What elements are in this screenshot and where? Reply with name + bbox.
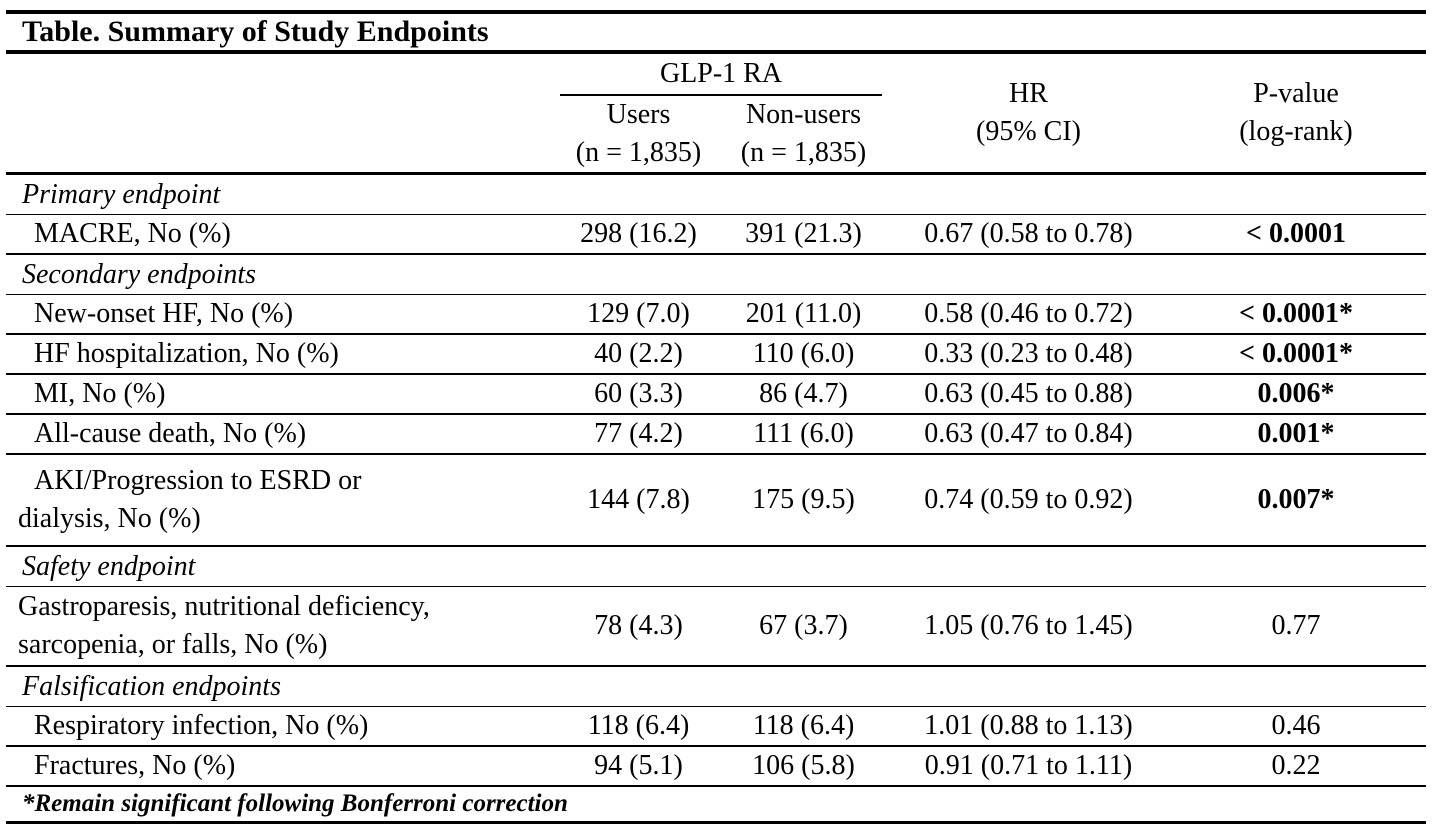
endpoint-label-line2: sarcopenia, or falls, No (%) [18,629,328,660]
endpoint-label: All-cause death, No (%) [34,418,307,449]
endpoint-label: Fractures, No (%) [34,750,236,781]
endpoint-label: MACRE, No (%) [34,218,231,249]
hr-value: 1.01 (0.88 to 1.13) [924,710,1133,741]
endpoint-label-line1: AKI/Progression to ESRD or [34,465,362,496]
endpoint-label: New-onset HF, No (%) [34,298,294,329]
nonusers-value: 67 (3.7) [759,610,848,641]
nonusers-label: Non-users [745,99,862,130]
title-bottom-double-rule [6,50,1426,54]
pvalue-value: 0.22 [1271,750,1321,781]
section-label: Safety endpoint [22,550,196,582]
pvalue-value: 0.007* [1257,484,1335,515]
users-value: 40 (2.2) [594,338,683,369]
section-label: Falsification endpoints [22,670,281,702]
nonusers-value: 110 (6.0) [752,338,855,369]
table-footnote: *Remain significant following Bonferroni… [6,787,1426,824]
endpoint-label: AKI/Progression to ESRD or dialysis, No … [6,462,556,538]
hr-column-header: HR (95% CI) [886,75,1171,151]
section-label: Secondary endpoints [22,258,257,290]
hr-value: 0.63 (0.47 to 0.84) [924,418,1133,449]
hr-value: 1.05 (0.76 to 1.45) [924,610,1133,641]
users-value: 60 (3.3) [594,378,683,409]
pvalue-value: 0.006* [1257,378,1335,409]
section-label: Primary endpoint [22,178,221,210]
endpoint-label: MI, No (%) [34,378,166,409]
data-row-fractures: Fractures, No (%) 94 (5.1) 106 (5.8) 0.9… [6,747,1426,787]
nonusers-value: 175 (9.5) [752,484,855,515]
endpoint-label: Respiratory infection, No (%) [34,710,369,741]
hr-value: 0.63 (0.45 to 0.88) [924,378,1133,409]
hr-value: 0.67 (0.58 to 0.78) [924,218,1133,249]
hr-value: 0.33 (0.23 to 0.48) [924,338,1133,369]
section-row-primary-endpoint: Primary endpoint [6,175,1426,215]
pvalue-logrank-label: (log-rank) [1239,116,1353,147]
table-title: Table. Summary of Study Endpoints [22,15,489,48]
pvalue-value: < 0.0001* [1239,298,1353,329]
hr-value: 0.74 (0.59 to 0.92) [924,484,1133,515]
glp1-group-header: GLP-1 RA Users (n = 1,835) Non-users (n … [556,54,886,172]
data-row-respiratory-infection: Respiratory infection, No (%) 118 (6.4) … [6,707,1426,747]
nonusers-value: 118 (6.4) [752,710,855,741]
hr-label: HR [1009,78,1048,109]
table-header: GLP-1 RA Users (n = 1,835) Non-users (n … [6,54,1426,175]
data-row-aki-esrd: AKI/Progression to ESRD or dialysis, No … [6,455,1426,547]
users-value: 129 (7.0) [587,298,690,329]
nonusers-value: 106 (5.8) [752,750,855,781]
nonusers-value: 201 (11.0) [745,298,862,329]
users-value: 94 (5.1) [594,750,683,781]
endpoint-label-line2: dialysis, No (%) [18,503,201,534]
pvalue-label: P-value [1253,78,1339,109]
nonusers-column-header: Non-users (n = 1,835) [721,96,886,172]
section-row-falsification-endpoints: Falsification endpoints [6,667,1426,707]
data-row-new-onset-hf: New-onset HF, No (%) 129 (7.0) 201 (11.0… [6,295,1426,335]
users-value: 77 (4.2) [594,418,683,449]
users-value: 298 (16.2) [580,218,697,249]
pvalue-value: 0.001* [1257,418,1335,449]
section-row-safety-endpoint: Safety endpoint [6,547,1426,587]
hr-ci-label: (95% CI) [976,116,1081,147]
data-row-gastroparesis: Gastroparesis, nutritional deficiency, s… [6,587,1426,667]
data-row-macre: MACRE, No (%) 298 (16.2) 391 (21.3) 0.67… [6,215,1426,255]
nonusers-n: (n = 1,835) [740,137,867,168]
data-row-hf-hospitalization: HF hospitalization, No (%) 40 (2.2) 110 … [6,335,1426,375]
data-row-mi: MI, No (%) 60 (3.3) 86 (4.7) 0.63 (0.45 … [6,375,1426,415]
users-value: 144 (7.8) [587,484,690,515]
endpoint-label: HF hospitalization, No (%) [34,338,339,369]
users-n: (n = 1,835) [575,137,702,168]
nonusers-value: 391 (21.3) [745,218,862,249]
hr-value: 0.91 (0.71 to 1.11) [924,750,1133,781]
data-row-all-cause-death: All-cause death, No (%) 77 (4.2) 111 (6.… [6,415,1426,455]
hr-value: 0.58 (0.46 to 0.72) [924,298,1133,329]
glp1-group-label: GLP-1 RA [560,54,882,96]
nonusers-value: 86 (4.7) [759,378,848,409]
pvalue-column-header: P-value (log-rank) [1171,75,1421,151]
pvalue-value: 0.77 [1271,610,1321,641]
endpoint-label-line1: Gastroparesis, nutritional deficiency, [18,591,430,622]
users-label: Users [606,99,671,130]
endpoint-label: Gastroparesis, nutritional deficiency, s… [6,588,556,664]
pvalue-value: < 0.0001 [1246,218,1346,249]
section-row-secondary-endpoints: Secondary endpoints [6,255,1426,295]
top-double-rule [6,10,1426,14]
nonusers-value: 111 (6.0) [753,418,854,449]
pvalue-value: < 0.0001* [1239,338,1353,369]
users-value: 78 (4.3) [594,610,683,641]
users-column-header: Users (n = 1,835) [556,96,721,172]
pvalue-value: 0.46 [1271,710,1321,741]
users-value: 118 (6.4) [587,710,690,741]
